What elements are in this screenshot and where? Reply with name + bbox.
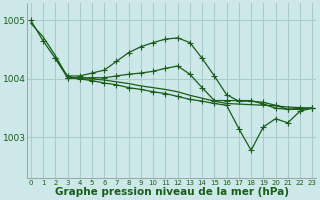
X-axis label: Graphe pression niveau de la mer (hPa): Graphe pression niveau de la mer (hPa): [54, 187, 289, 197]
